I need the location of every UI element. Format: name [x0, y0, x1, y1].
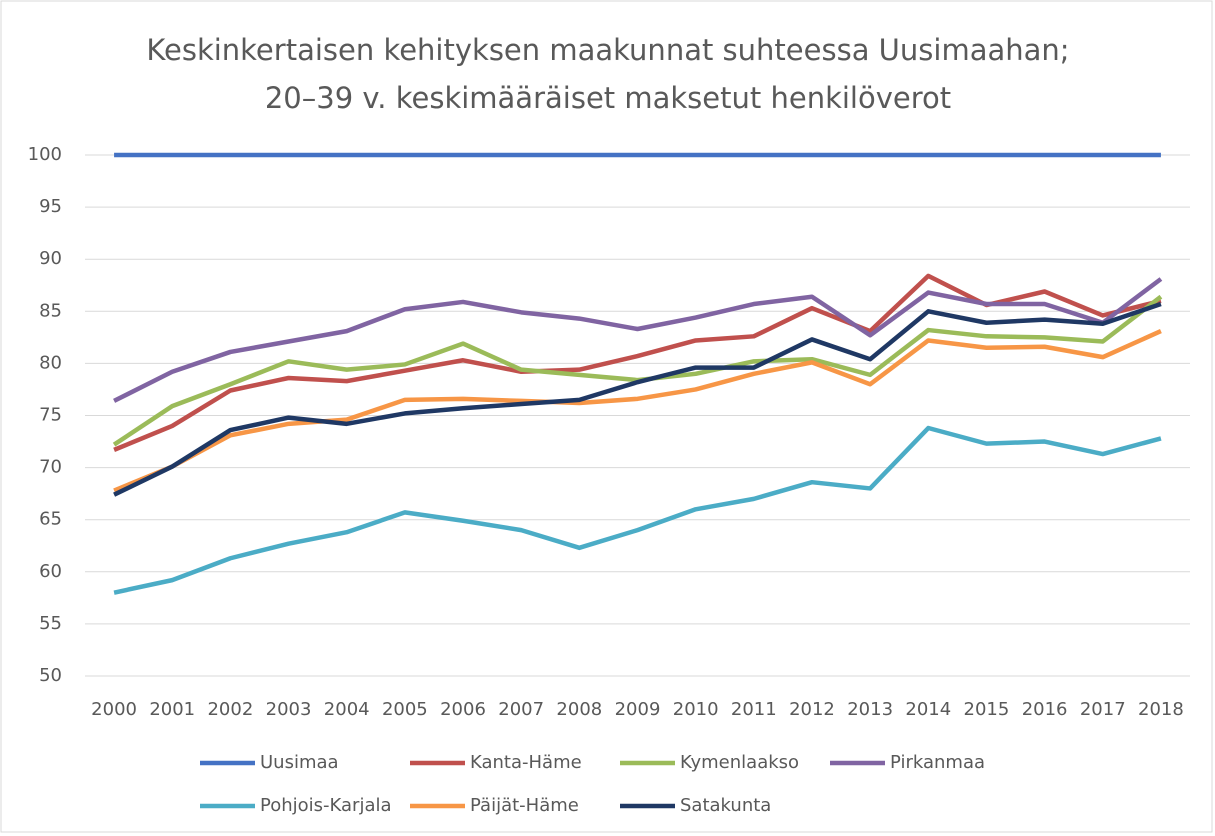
y-tick-label: 55	[39, 613, 62, 634]
legend-label: Pohjois-Karjala	[260, 795, 392, 816]
y-tick-label: 95	[39, 196, 62, 217]
x-tick-label: 2008	[556, 699, 602, 720]
series-line	[113, 425, 1162, 595]
y-tick-label: 80	[39, 352, 62, 373]
series-line	[113, 277, 1163, 403]
x-tick-label: 2014	[905, 699, 951, 720]
legend-label: Päijät-Häme	[470, 795, 579, 816]
x-tick-label: 2015	[964, 699, 1010, 720]
x-tick-label: 2018	[1138, 699, 1184, 720]
y-tick-label: 60	[39, 561, 62, 582]
y-tick-label: 70	[39, 457, 62, 478]
x-tick-label: 2011	[731, 699, 777, 720]
y-tick-label: 50	[39, 665, 62, 686]
x-tick-label: 2005	[382, 699, 428, 720]
x-tick-label: 2000	[91, 699, 137, 720]
legend-label: Pirkanmaa	[890, 752, 985, 773]
series-line	[113, 301, 1162, 497]
y-tick-label: 90	[39, 248, 62, 269]
legend-label: Kymenlaakso	[680, 752, 799, 773]
x-tick-label: 2004	[324, 699, 370, 720]
y-tick-label: 75	[39, 405, 62, 426]
x-tick-label: 2009	[615, 699, 661, 720]
legend-label: Kanta-Häme	[470, 752, 582, 773]
x-tick-label: 2016	[1022, 699, 1068, 720]
chart-title: 20–39 v. keskimääräiset maksetut henkilö…	[265, 81, 951, 115]
x-tick-label: 2006	[440, 699, 486, 720]
chart-title: Keskinkertaisen kehityksen maakunnat suh…	[146, 33, 1069, 67]
y-tick-label: 65	[39, 509, 62, 530]
x-tick-label: 2013	[847, 699, 893, 720]
x-tick-label: 2010	[673, 699, 719, 720]
x-tick-label: 2003	[266, 699, 312, 720]
legend-label: Satakunta	[680, 795, 771, 816]
x-tick-label: 2017	[1080, 699, 1126, 720]
x-tick-label: 2012	[789, 699, 835, 720]
y-tick-label: 100	[28, 144, 62, 165]
y-tick-label: 85	[39, 300, 62, 321]
x-tick-label: 2002	[207, 699, 253, 720]
x-tick-label: 2001	[149, 699, 195, 720]
x-tick-label: 2007	[498, 699, 544, 720]
legend-label: Uusimaa	[260, 752, 339, 773]
series-line	[113, 329, 1162, 493]
